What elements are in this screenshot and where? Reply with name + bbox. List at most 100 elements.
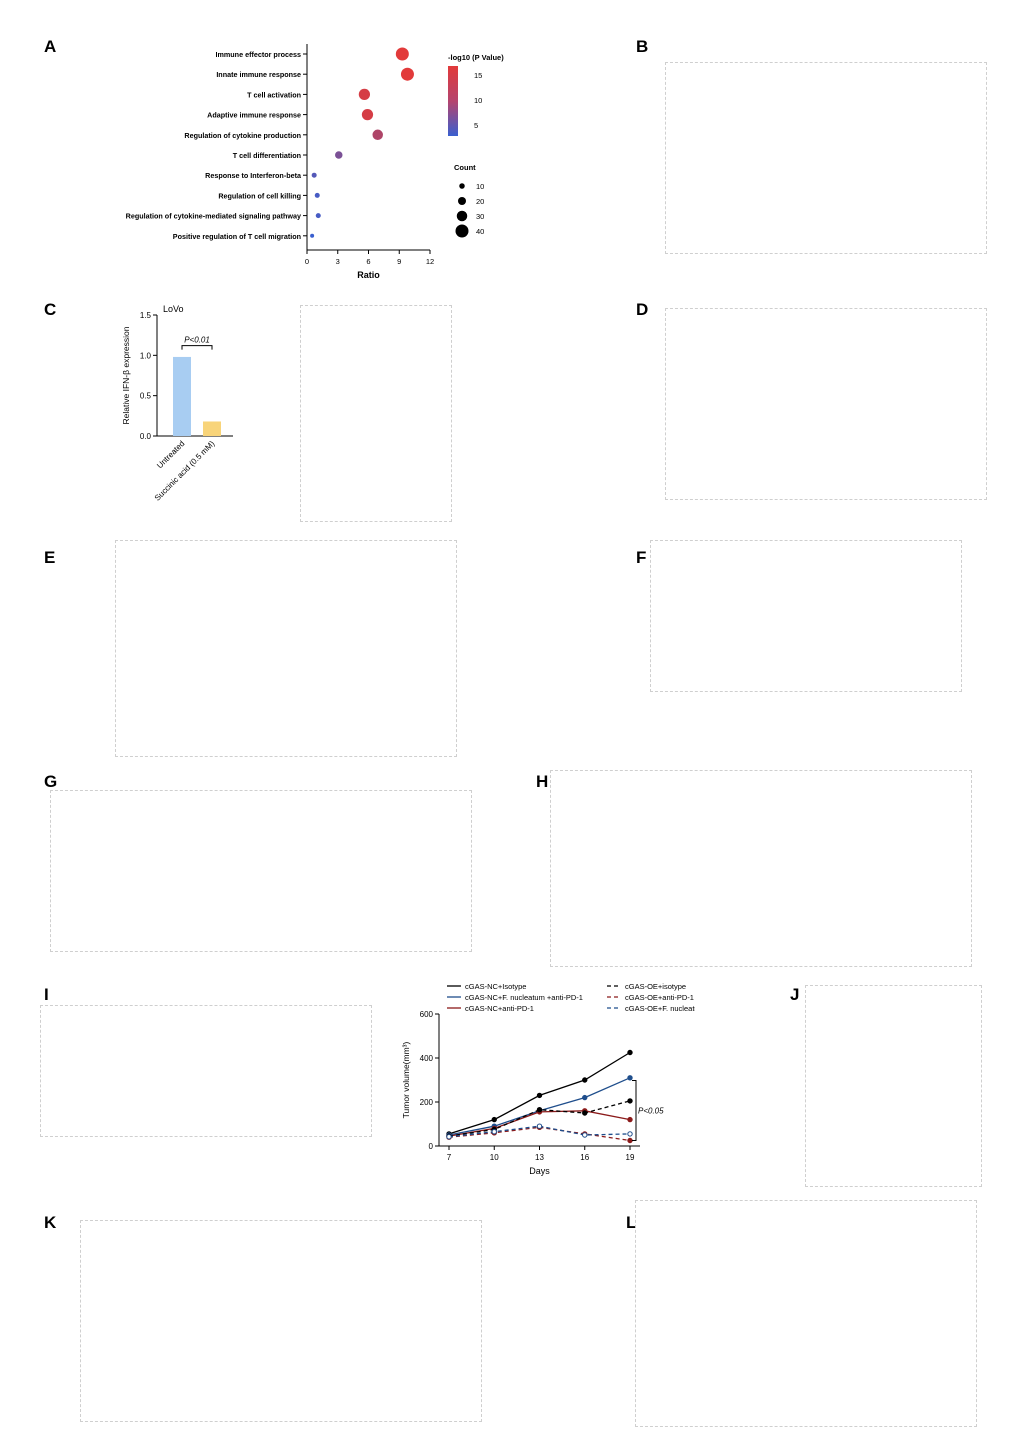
panel-label-b: B: [636, 37, 649, 56]
i-series-point: [627, 1137, 633, 1144]
a-bubble: [400, 67, 414, 81]
panel-c-bar-chart: LoVo 0.0 0.5 1.0 1.5 Relative IFN-β expressio…: [115, 300, 245, 520]
panel-i-schematic-placeholder: [40, 1005, 372, 1137]
a-size-legend-dot: [459, 183, 465, 189]
a-size-legend-tick: 20: [476, 197, 484, 206]
panel-g-placeholder: [50, 790, 472, 952]
panel-label-l: L: [626, 1213, 637, 1232]
a-category-label: T cell activation: [247, 90, 301, 99]
i-x-tick-label: 16: [580, 1153, 589, 1162]
a-color-legend-tick: 5: [474, 121, 478, 130]
c-y-tick-label: 0.0: [140, 432, 152, 441]
a-category-label: Regulation of cytokine-mediated signalin…: [126, 212, 301, 221]
a-size-legend-tick: 40: [476, 227, 484, 236]
a-size-legend-dot: [455, 224, 469, 238]
c-y-tick-label: 0.5: [140, 392, 152, 401]
i-x-tick-label: 13: [535, 1153, 544, 1162]
c-y-tick-label: 1.5: [140, 311, 152, 320]
i-series-line: [448, 1100, 631, 1137]
a-x-tick-label: 3: [336, 257, 340, 266]
a-category-label: Regulation of cytokine production: [184, 131, 301, 140]
a-bubble: [358, 88, 371, 101]
panel-label-d: D: [636, 300, 649, 319]
panel-c-svg: LoVo 0.0 0.5 1.0 1.5 Relative IFN-β expressio…: [121, 304, 233, 503]
c-bar: [173, 356, 191, 436]
a-size-legend-tick: 10: [476, 182, 484, 191]
i-series-point: [536, 1123, 543, 1129]
i-y-tick-label: 400: [420, 1054, 434, 1063]
panel-label-i: I: [44, 985, 49, 1004]
i-series-point: [627, 1131, 633, 1137]
i-legend-label: cGAS-NC+F. nucleatum +anti-PD-1: [465, 993, 583, 1002]
i-x-axis-title: Days: [529, 1166, 550, 1176]
a-category-label: T cell differentiation: [233, 151, 301, 160]
a-category-label: Response to Interferon-beta: [205, 171, 302, 180]
i-series-point: [536, 1107, 543, 1113]
c-title: LoVo: [163, 304, 184, 314]
a-x-tick-label: 6: [366, 257, 370, 266]
a-category-label: Innate immune response: [216, 70, 301, 79]
panel-b-placeholder: [665, 62, 987, 254]
i-series-point: [627, 1116, 633, 1123]
a-x-tick-label: 12: [426, 257, 434, 266]
i-series-point: [536, 1092, 543, 1099]
i-y-axis-title: Tumor volume(mm³): [401, 1042, 411, 1119]
a-size-legend-dot: [456, 210, 468, 222]
panel-a-svg: Immune effector process Innate immune res…: [126, 44, 504, 280]
i-series-point: [627, 1098, 633, 1104]
a-x-tick-label: 0: [305, 257, 309, 266]
panel-label-c: C: [44, 300, 57, 319]
panel-e-placeholder: [115, 540, 457, 757]
a-x-tick-label: 9: [397, 257, 401, 266]
panel-i-svg: 0 200 400 600 7 10 13 16 19 Days Tumor volume(mm³)…: [401, 982, 743, 1176]
i-legend-label: cGAS-OE+isotype: [625, 982, 686, 991]
i-series-point: [582, 1077, 588, 1083]
panel-d-placeholder: [665, 308, 987, 500]
i-series-point: [582, 1094, 588, 1101]
i-legend-label: cGAS-NC+anti-PD-1: [465, 1004, 534, 1013]
i-x-tick-label: 19: [626, 1153, 635, 1162]
panel-h-placeholder: [550, 770, 972, 967]
a-bubble: [335, 151, 343, 159]
i-series-point: [627, 1049, 633, 1056]
panel-l-placeholder: [635, 1200, 977, 1427]
i-legend-label: cGAS-OE+anti-PD-1: [625, 993, 694, 1002]
a-bubble: [372, 129, 383, 141]
i-legend-label: cGAS-NC+Isotype: [465, 982, 526, 991]
a-bubble: [310, 233, 315, 238]
i-series-point: [582, 1110, 588, 1116]
i-series-point: [491, 1116, 497, 1123]
panel-label-a: A: [44, 37, 57, 56]
panel-a-bubble-chart: Immune effector process Innate immune res…: [60, 38, 530, 288]
a-category-label: Positive regulation of T cell migration: [173, 232, 301, 241]
a-color-legend-tick: 15: [474, 71, 482, 80]
i-y-tick-label: 200: [420, 1098, 434, 1107]
panel-label-k: K: [44, 1213, 57, 1232]
a-bubble: [314, 192, 320, 198]
panel-label-e: E: [44, 548, 56, 567]
c-category-label: Untreated: [155, 439, 186, 470]
i-x-tick-label: 10: [490, 1153, 499, 1162]
panel-k-placeholder: [80, 1220, 482, 1422]
panel-c-right-placeholder: [300, 305, 452, 522]
i-y-tick-label: 600: [420, 1010, 434, 1019]
a-category-label: Adaptive immune response: [207, 111, 301, 120]
a-color-legend-title: -log10 (P Value): [448, 53, 504, 62]
c-significance-bracket: [181, 345, 213, 350]
i-x-tick-label: 7: [447, 1153, 452, 1162]
panel-j-placeholder: [805, 985, 982, 1187]
a-size-legend-dot: [458, 197, 466, 205]
c-significance-label: P<0.01: [184, 336, 210, 345]
c-y-tick-label: 1.0: [140, 351, 152, 360]
i-series-point: [446, 1134, 452, 1140]
a-size-legend-tick: 30: [476, 212, 484, 221]
i-series-point: [582, 1132, 588, 1138]
panel-i-line-chart: 0 200 400 600 7 10 13 16 19 Days Tumor volume(mm³)…: [395, 978, 743, 1188]
a-bubble: [361, 108, 374, 121]
a-bubble: [395, 47, 409, 61]
i-legend-label: cGAS-OE+F. nucleatum +anti-PD-1: [625, 1004, 695, 1013]
a-category-label: Regulation of cell killing: [218, 191, 301, 200]
a-x-axis-title: Ratio: [357, 270, 380, 280]
i-y-tick-label: 0: [429, 1142, 434, 1151]
a-bubble: [311, 172, 317, 178]
